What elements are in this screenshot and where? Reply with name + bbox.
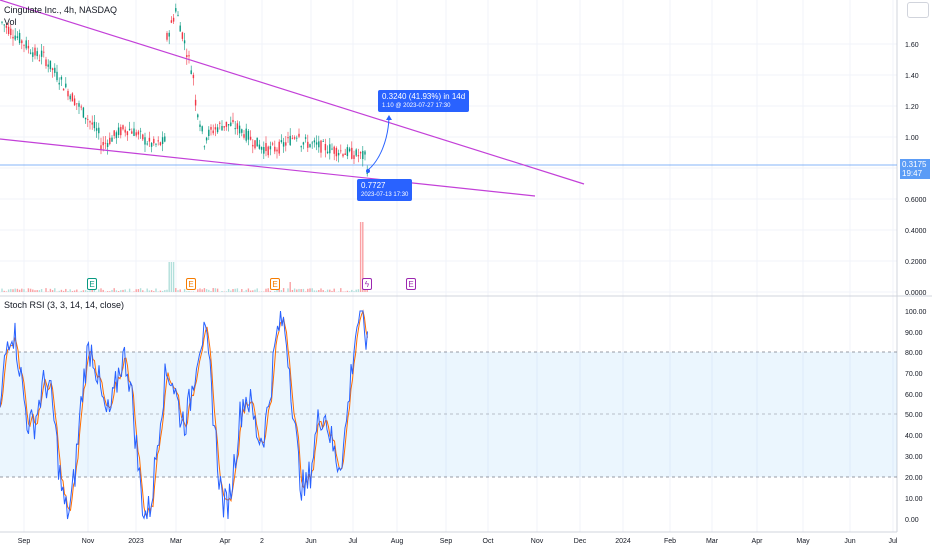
time-tick: 2 xyxy=(260,538,264,545)
time-tick: Mar xyxy=(706,538,719,545)
time-tick: 2023 xyxy=(128,538,144,545)
time-tick: Jun xyxy=(305,538,316,545)
time-tick: Dec xyxy=(574,538,587,545)
measure-change: 0.3240 (41.93%) in 14d xyxy=(382,92,466,101)
upper-trendline[interactable] xyxy=(0,0,585,185)
time-tick: May xyxy=(796,538,810,545)
price-candles xyxy=(1,3,368,177)
price-tick: 1.40 xyxy=(905,73,919,80)
time-tick: Oct xyxy=(483,538,494,545)
rsi-tick: 30.00 xyxy=(905,454,923,461)
price-tick: 1.60 xyxy=(905,42,919,49)
price-tick: 1.00 xyxy=(905,135,919,142)
volume-label: Vol xyxy=(4,17,17,27)
last-price-value: 0.3175 xyxy=(902,160,927,169)
rsi-tick: 40.00 xyxy=(905,433,923,440)
time-tick: Feb xyxy=(664,538,676,545)
last-price-tag: 0.3175 19:47 xyxy=(900,159,930,179)
stoch-rsi-label[interactable]: Stoch RSI (3, 3, 14, 14, close) xyxy=(4,300,125,310)
price-tick: 1.20 xyxy=(905,104,919,111)
time-tick: Sep xyxy=(440,538,453,545)
price-tick: 0.4000 xyxy=(905,228,927,235)
rsi-tick: 10.00 xyxy=(905,496,923,503)
rsi-tick: 20.00 xyxy=(905,475,923,482)
time-tick: Aug xyxy=(391,538,404,545)
stoch-k-line xyxy=(0,310,368,520)
volume-bars xyxy=(1,222,368,292)
low-price: 0.7727 xyxy=(361,181,386,190)
rsi-tick: 0.00 xyxy=(905,517,919,524)
chart-title: Cingulate Inc., 4h, NASDAQ xyxy=(4,5,118,15)
time-tick: Nov xyxy=(531,538,544,545)
rsi-tick: 80.00 xyxy=(905,350,923,357)
projection-arrow[interactable] xyxy=(367,117,390,171)
rsi-tick: 90.00 xyxy=(905,330,923,337)
earnings-event-icon[interactable]: E xyxy=(186,278,196,290)
rsi-tick: 100.00 xyxy=(905,309,927,316)
time-tick: Apr xyxy=(752,538,764,545)
projection-arrow-head xyxy=(386,115,392,120)
low-tooltip[interactable]: 0.7727 2023-07-13 17:30 xyxy=(357,179,413,201)
rsi-tick: 70.00 xyxy=(905,371,923,378)
bar-countdown: 19:47 xyxy=(902,169,923,178)
time-tick: Jul xyxy=(349,538,358,545)
earnings-event-icon[interactable]: E xyxy=(87,278,97,290)
time-tick: Apr xyxy=(220,538,232,545)
stoch-band xyxy=(0,352,897,477)
projection-start-point[interactable] xyxy=(366,169,370,173)
price-tick: 0.6000 xyxy=(905,197,927,204)
split-event-icon[interactable]: ϟ xyxy=(362,278,372,290)
time-tick: Mar xyxy=(170,538,183,545)
chart-settings-button[interactable] xyxy=(907,2,929,18)
price-tick: 0.2000 xyxy=(905,259,927,266)
low-date: 2023-07-13 17:30 xyxy=(361,192,409,198)
rsi-tick: 50.00 xyxy=(905,412,923,419)
time-tick: 2024 xyxy=(615,538,631,545)
earnings-event-icon[interactable]: E xyxy=(270,278,280,290)
rsi-tick: 60.00 xyxy=(905,392,923,399)
time-tick: Jul xyxy=(889,538,898,545)
time-tick: Nov xyxy=(82,538,95,545)
lower-trendline[interactable] xyxy=(0,138,536,197)
measure-target: 1.10 @ 2023-07-27 17:30 xyxy=(382,103,451,109)
measure-tooltip[interactable]: 0.3240 (41.93%) in 14d 1.10 @ 2023-07-27… xyxy=(378,90,470,112)
time-tick: Jun xyxy=(844,538,855,545)
time-tick: Sep xyxy=(18,538,31,545)
price-tick: 0.0000 xyxy=(905,290,927,297)
earnings-event-icon[interactable]: E xyxy=(406,278,416,290)
